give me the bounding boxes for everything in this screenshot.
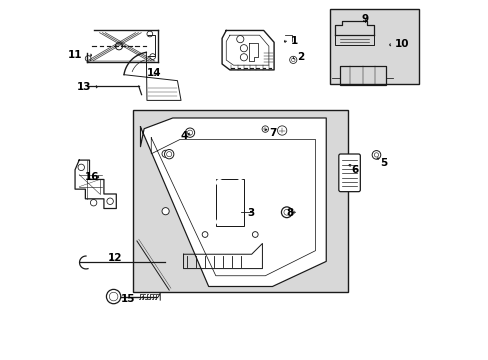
Circle shape <box>216 219 222 225</box>
Text: 10: 10 <box>394 40 408 49</box>
Circle shape <box>187 130 192 135</box>
Circle shape <box>216 180 222 185</box>
Text: 16: 16 <box>84 172 99 182</box>
Text: 11: 11 <box>68 50 82 60</box>
Text: 15: 15 <box>121 294 135 304</box>
FancyBboxPatch shape <box>338 154 360 192</box>
Circle shape <box>262 126 268 132</box>
Polygon shape <box>140 118 325 287</box>
Text: 4: 4 <box>180 131 187 141</box>
Text: 6: 6 <box>351 165 358 175</box>
Text: 3: 3 <box>247 208 254 218</box>
Circle shape <box>106 289 121 304</box>
Circle shape <box>166 152 171 157</box>
Text: 7: 7 <box>268 128 276 138</box>
Circle shape <box>281 207 292 218</box>
Bar <box>215 179 244 226</box>
Text: 13: 13 <box>76 82 91 93</box>
Circle shape <box>237 180 243 185</box>
Circle shape <box>185 128 194 137</box>
Bar <box>133 110 347 292</box>
Circle shape <box>371 150 380 159</box>
Bar <box>339 66 386 85</box>
Bar <box>329 9 418 84</box>
Text: 5: 5 <box>379 158 386 168</box>
Text: 8: 8 <box>286 208 293 218</box>
Circle shape <box>373 153 378 157</box>
Circle shape <box>164 149 174 159</box>
Circle shape <box>202 231 207 237</box>
Circle shape <box>284 210 289 215</box>
Circle shape <box>237 219 243 225</box>
Circle shape <box>109 292 118 301</box>
Circle shape <box>162 208 169 215</box>
Text: 12: 12 <box>107 253 122 263</box>
Circle shape <box>162 150 169 157</box>
Circle shape <box>252 231 258 237</box>
Text: 2: 2 <box>297 52 304 62</box>
Text: 14: 14 <box>146 68 161 78</box>
Text: 9: 9 <box>360 14 367 24</box>
Text: 1: 1 <box>290 36 297 46</box>
Circle shape <box>277 126 286 135</box>
